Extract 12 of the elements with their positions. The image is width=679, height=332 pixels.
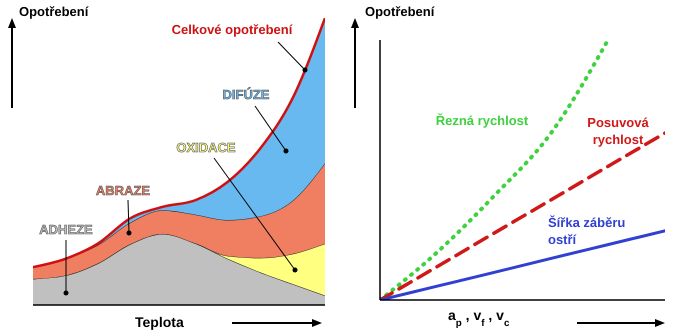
y-axis-title: Opotřebení <box>19 4 89 19</box>
series-label: Šířka záběru ostří <box>548 215 626 247</box>
series-label: ADHEZE <box>39 222 94 237</box>
series-label: Posuvová rychlost <box>587 115 650 147</box>
x-axis-title: a$_{p}$ , v$_{f}$ , v$_{c}$ <box>448 307 510 328</box>
text: OXIDACE <box>176 140 236 155</box>
annotation: Celkové opotřebení <box>172 22 293 37</box>
x-axis-title: Teplota <box>135 314 184 330</box>
series-label: DIFÚZE <box>222 87 270 102</box>
series-label: Řezná rychlost <box>436 113 529 128</box>
y-axis-title: Opotřebení <box>365 4 435 19</box>
series-label: ABRAZE <box>96 183 150 198</box>
